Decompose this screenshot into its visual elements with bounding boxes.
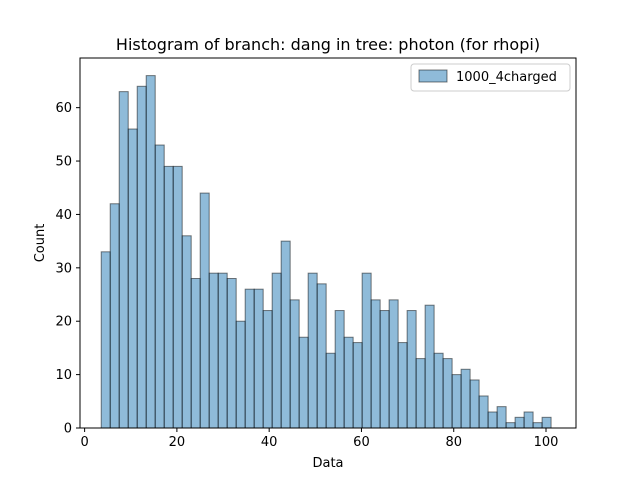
x-axis-ticks: 0 20 40 60 80 100: [80, 428, 558, 450]
x-tick-label: 40: [261, 435, 278, 450]
y-tick-label: 30: [55, 261, 72, 276]
histogram-bar: [343, 336, 354, 429]
histogram-bar: [253, 288, 264, 429]
histogram-bar: [190, 278, 201, 429]
histogram-bar: [397, 342, 408, 429]
x-tick-label: 0: [80, 435, 88, 450]
histogram-bar: [226, 278, 237, 429]
histogram-bar: [370, 299, 381, 429]
y-tick-label: 40: [55, 208, 72, 223]
histogram-bar: [352, 342, 363, 429]
histogram-bar: [469, 379, 480, 429]
x-axis-label: Data: [312, 456, 343, 471]
y-axis-label: Count: [33, 224, 48, 263]
histogram-bar: [415, 358, 426, 429]
histogram-bar: [307, 272, 318, 429]
histogram-bar: [541, 416, 552, 429]
y-tick-label: 60: [55, 101, 72, 116]
histogram-bar: [289, 299, 300, 429]
histogram-bar: [109, 203, 120, 429]
histogram-bar: [280, 240, 291, 429]
y-tick-label: 10: [55, 368, 72, 383]
histogram-bar: [316, 283, 327, 429]
legend-swatch: [418, 69, 448, 83]
histogram-bar: [136, 85, 147, 429]
histogram-bar: [100, 251, 111, 429]
histogram-bar: [361, 272, 372, 429]
histogram-bar: [514, 416, 525, 429]
x-tick-label: 100: [534, 435, 559, 450]
histogram-bar: [163, 165, 174, 429]
histogram-bar: [154, 144, 165, 429]
histogram-bar: [451, 374, 462, 429]
legend-label: 1000_4charged: [456, 70, 557, 85]
y-tick-label: 20: [55, 315, 72, 330]
histogram-bar: [334, 310, 345, 429]
x-tick-label: 80: [445, 435, 462, 450]
y-tick-label: 50: [55, 155, 72, 170]
plot-frame: [79, 57, 577, 429]
x-tick-label: 20: [169, 435, 186, 450]
histogram-bar: [217, 272, 228, 429]
histogram-bar: [496, 406, 507, 429]
histogram-bar: [460, 368, 471, 429]
histogram-bar: [298, 336, 309, 429]
histogram-bar: [478, 395, 489, 429]
histogram-bar: [172, 165, 183, 429]
legend: 1000_4charged: [410, 63, 571, 92]
chart-title: Histogram of branch: dang in tree: photo…: [116, 35, 540, 54]
histogram-bar: [433, 352, 444, 429]
histogram-bar: [145, 75, 156, 429]
histogram-bar: [199, 192, 210, 429]
legend-box: [410, 63, 571, 92]
histogram-bar: [505, 422, 516, 429]
histogram-bar: [388, 299, 399, 429]
histogram-bar: [532, 422, 543, 429]
histogram-bar: [442, 358, 453, 429]
histogram-bar: [181, 235, 192, 429]
histogram-bar: [244, 288, 255, 429]
histogram-bar: [262, 310, 273, 429]
y-tick-label: 0: [64, 422, 72, 437]
y-axis-ticks: 0 10 20 30 40 50 60: [55, 101, 80, 437]
histogram-bar: [235, 320, 246, 429]
x-tick-label: 60: [353, 435, 370, 450]
histogram-bar: [424, 304, 435, 429]
histogram-bar: [208, 272, 219, 429]
histogram-bar: [406, 310, 417, 429]
histogram-bar: [325, 352, 336, 429]
histogram-bar: [118, 91, 129, 429]
histogram-bar: [523, 411, 534, 429]
histogram-bar: [127, 128, 138, 429]
histogram-bar: [379, 310, 390, 429]
histogram-bar: [487, 411, 498, 429]
histogram-bar: [271, 272, 282, 429]
